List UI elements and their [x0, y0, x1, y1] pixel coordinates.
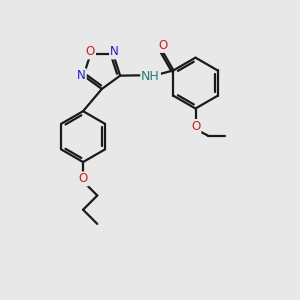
- Text: O: O: [79, 172, 88, 185]
- Text: NH: NH: [141, 70, 160, 83]
- Text: O: O: [191, 120, 200, 133]
- Text: N: N: [77, 69, 86, 82]
- Text: O: O: [158, 39, 167, 52]
- Text: N: N: [110, 46, 119, 59]
- Text: O: O: [86, 46, 95, 59]
